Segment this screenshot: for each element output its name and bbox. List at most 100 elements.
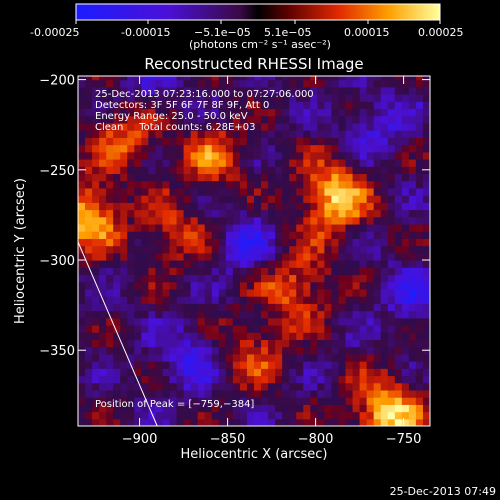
heatmap-cell xyxy=(268,166,276,175)
heatmap-cell xyxy=(246,274,255,283)
heatmap-cell xyxy=(197,324,206,333)
heatmap-cell xyxy=(373,231,382,239)
heatmap-cell xyxy=(394,151,403,160)
heatmap-cell xyxy=(373,281,382,290)
axes: −900 −850 −800 −750−200−250−300−350 xyxy=(39,74,430,447)
heatmap-cell xyxy=(331,187,340,196)
heatmap-cell xyxy=(197,79,206,88)
heatmap-cell xyxy=(289,101,297,110)
heatmap-cell xyxy=(275,94,283,102)
heatmap-cell xyxy=(120,324,128,333)
heatmap-cell xyxy=(373,122,382,131)
heatmap-cell xyxy=(317,173,325,182)
heatmap-cell xyxy=(387,108,396,117)
heatmap-cell xyxy=(408,252,417,261)
heatmap-cell xyxy=(408,411,417,420)
heatmap-cell xyxy=(373,368,382,377)
heatmap-cell xyxy=(373,195,382,203)
heatmap-cell xyxy=(394,303,403,312)
heatmap-cell xyxy=(338,231,347,239)
heatmap-cell xyxy=(127,353,135,362)
heatmap-cell xyxy=(176,411,185,420)
heatmap-cell xyxy=(169,267,178,276)
heatmap-cell xyxy=(155,187,164,196)
heatmap-cell xyxy=(380,180,389,189)
heatmap-cell xyxy=(282,180,290,189)
heatmap-cell xyxy=(254,288,262,297)
heatmap-cell xyxy=(148,173,157,182)
heatmap-cell xyxy=(141,195,149,203)
heatmap-cell xyxy=(282,252,290,261)
heatmap-cell xyxy=(282,310,290,319)
heatmap-cell xyxy=(415,317,424,326)
heatmap-cell xyxy=(415,195,424,203)
heatmap-cell xyxy=(296,274,304,283)
heatmap-cell xyxy=(204,122,213,131)
heatmap-cell xyxy=(345,151,354,160)
heatmap-cell xyxy=(134,361,142,369)
heatmap-cell xyxy=(169,130,178,138)
heatmap-cell xyxy=(169,122,178,131)
heatmap-cell xyxy=(401,411,410,420)
heatmap-cell xyxy=(239,180,248,189)
heatmap-cell xyxy=(401,79,410,88)
heatmap-cell xyxy=(211,332,220,341)
heatmap-cell xyxy=(169,418,178,426)
heatmap-cell xyxy=(78,353,86,362)
heatmap-cell xyxy=(373,375,382,384)
heatmap-cell xyxy=(225,195,234,203)
heatmap-cell xyxy=(155,94,164,102)
heatmap-cell xyxy=(254,382,262,391)
heatmap-cell xyxy=(85,274,93,283)
heatmap-cell xyxy=(380,361,389,369)
heatmap-cell xyxy=(85,144,93,153)
heatmap-cell xyxy=(268,180,276,189)
heatmap-cell xyxy=(387,274,396,283)
heatmap-cell xyxy=(394,411,403,420)
heatmap-cell xyxy=(268,368,276,377)
heatmap-cell xyxy=(99,76,107,81)
heatmap-cell xyxy=(387,130,396,138)
heatmap-cell xyxy=(225,94,234,102)
plot-frame xyxy=(77,75,431,427)
heatmap-cell xyxy=(183,288,192,297)
heatmap-cell xyxy=(183,296,192,304)
heatmap-cell xyxy=(162,368,171,377)
heatmap-cell xyxy=(78,86,86,95)
heatmap-cell xyxy=(176,324,185,333)
x-axis-label: Heliocentric X (arcsec) xyxy=(181,447,328,462)
heatmap-cell xyxy=(303,216,311,225)
heatmap-cell xyxy=(268,317,276,326)
heatmap-cell xyxy=(113,353,121,362)
heatmap-cell xyxy=(359,115,368,124)
heatmap-cell xyxy=(218,115,227,124)
heatmap-cell xyxy=(261,375,269,384)
heatmap-cell xyxy=(268,288,276,297)
heatmap-cell xyxy=(106,389,114,398)
heatmap-cell xyxy=(324,122,333,131)
heatmap-cell xyxy=(204,310,213,319)
heatmap-cell xyxy=(359,281,368,290)
heatmap-cell xyxy=(310,245,318,254)
heatmap-cell xyxy=(261,231,269,239)
heatmap-cell xyxy=(366,86,375,95)
heatmap-cell xyxy=(359,130,368,138)
heatmap-cell xyxy=(204,223,213,232)
heatmap-cell xyxy=(324,353,333,362)
heatmap-cell xyxy=(99,223,107,232)
heatmap-cell xyxy=(303,209,311,218)
heatmap-cell xyxy=(162,144,171,153)
heatmap-cell xyxy=(232,238,241,247)
heatmap-cell xyxy=(345,202,354,211)
heatmap-cell xyxy=(296,238,304,247)
heatmap-cell xyxy=(352,231,361,239)
heatmap-cell xyxy=(324,94,333,102)
heatmap-cell xyxy=(359,303,368,312)
heatmap-cell xyxy=(169,382,178,391)
heatmap-cell xyxy=(338,288,347,297)
heatmap-cell xyxy=(92,231,100,239)
heatmap-cell xyxy=(197,231,206,239)
heatmap-cell xyxy=(289,173,297,182)
heatmap-cell xyxy=(268,144,276,153)
heatmap-cell xyxy=(422,108,430,117)
